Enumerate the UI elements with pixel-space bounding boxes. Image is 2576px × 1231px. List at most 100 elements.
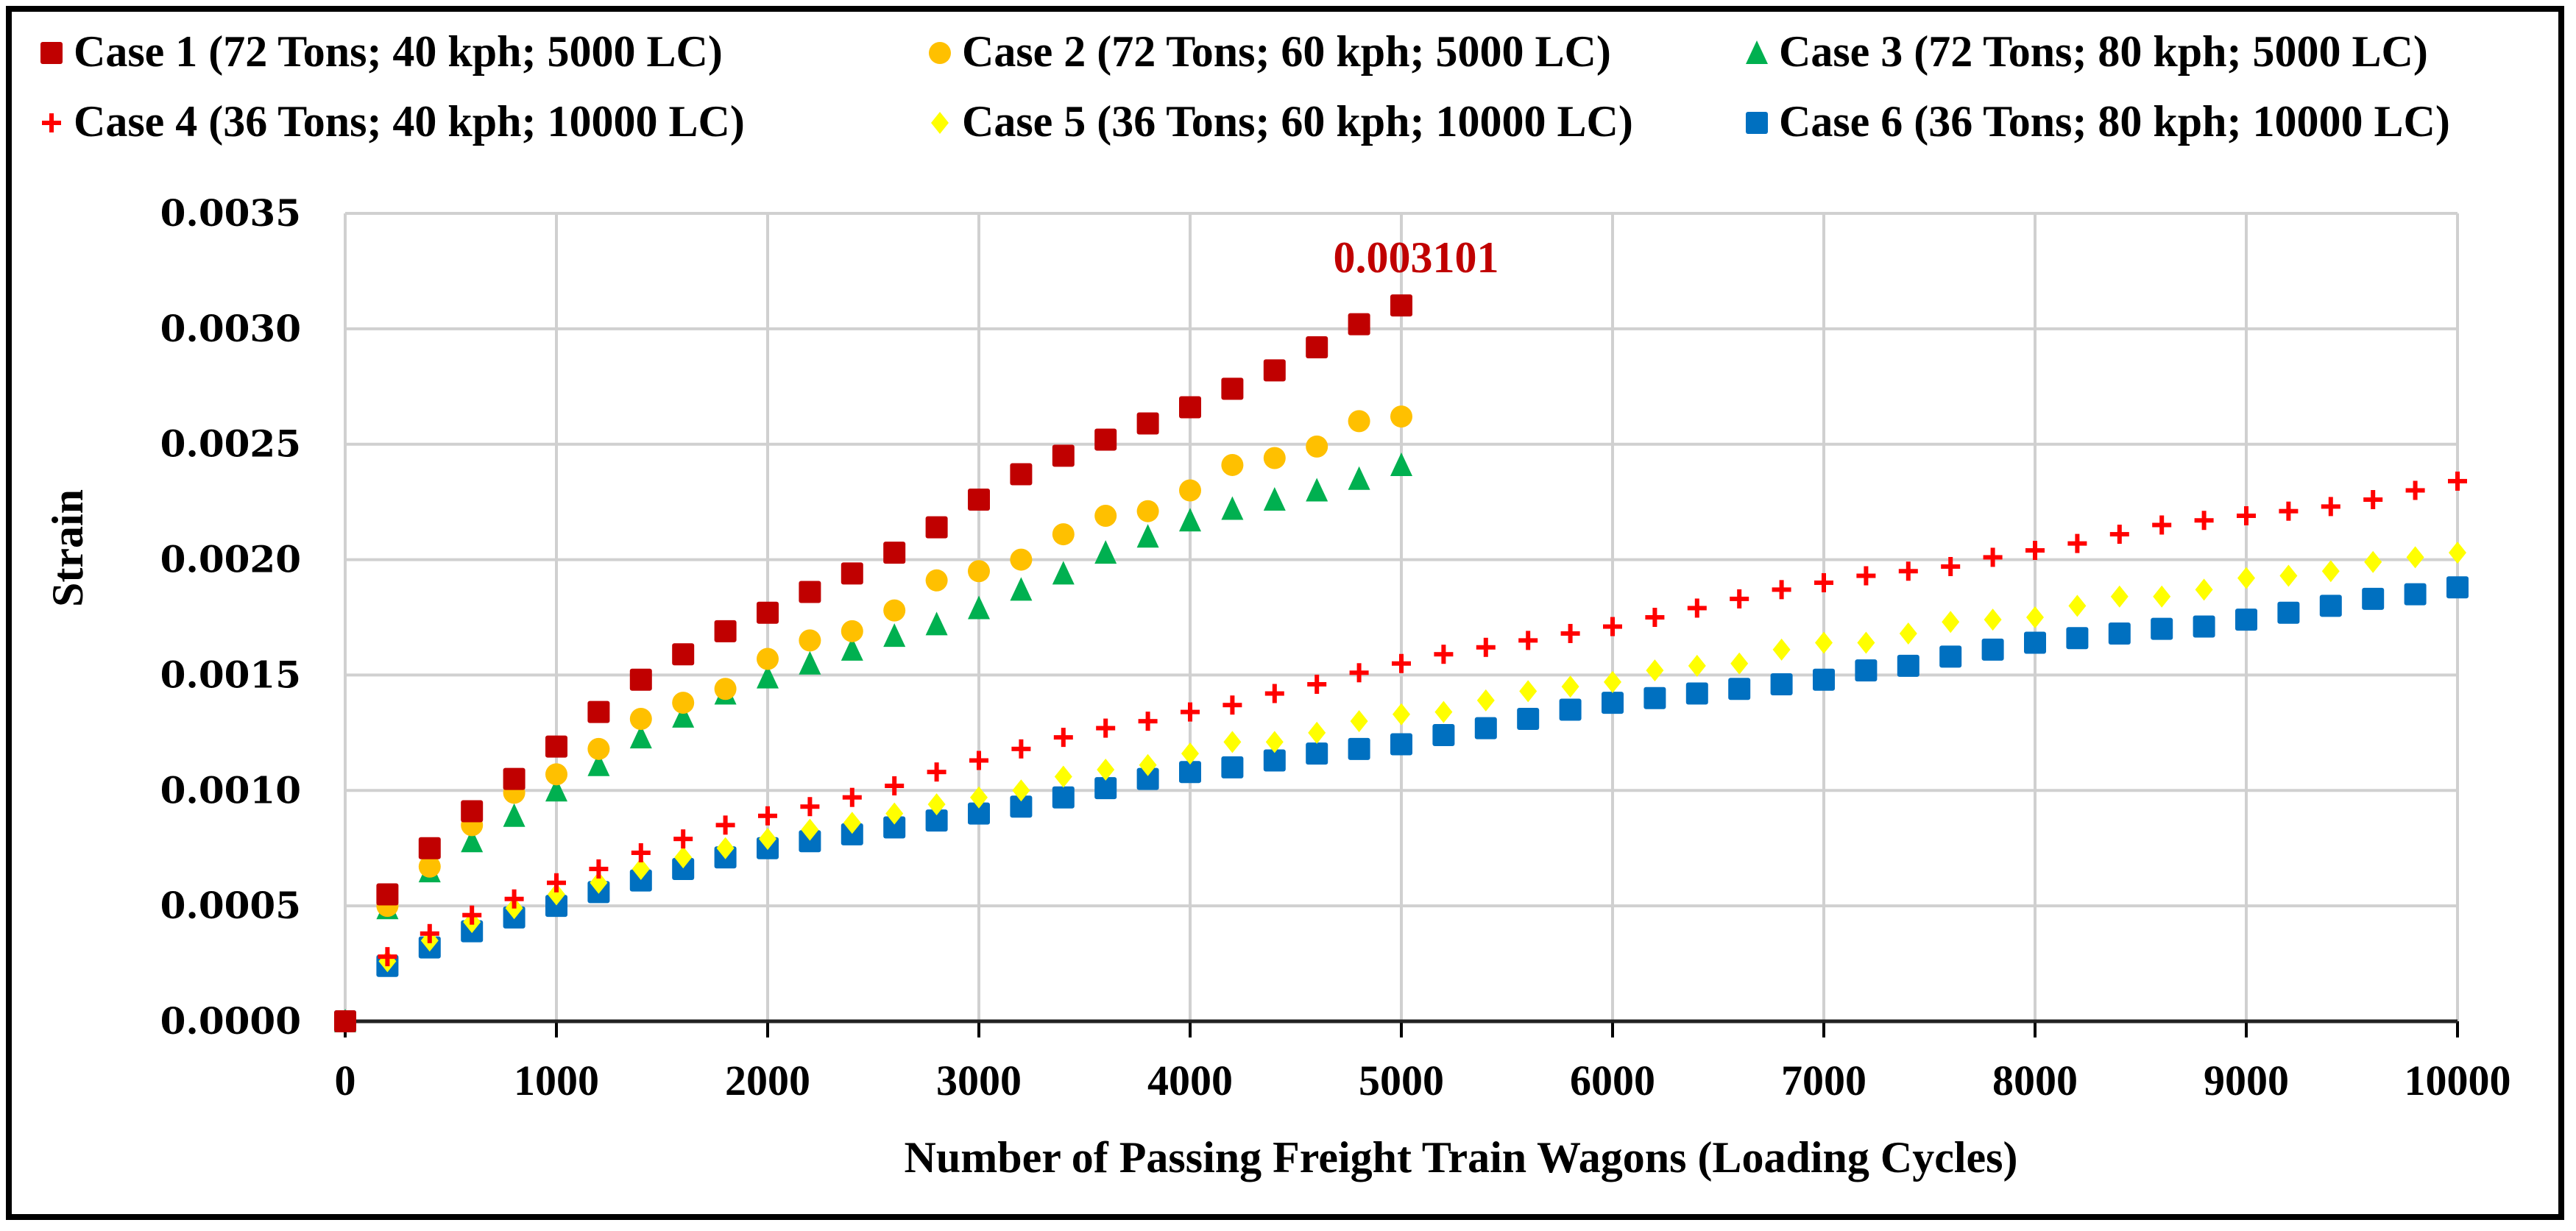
data-point (1221, 453, 1244, 476)
data-label-annotation: 0.003101 (1334, 233, 1499, 282)
data-point (1179, 479, 1201, 502)
data-point (2279, 564, 2298, 587)
data-point (1306, 742, 1328, 765)
legend-item-case-1: Case 1 (72 Tons; 40 kph; 5000 LC) (40, 27, 723, 76)
data-point (1094, 428, 1117, 451)
data-point (1814, 572, 1833, 592)
data-point (799, 830, 821, 853)
x-tick-label: 10000 (2405, 1057, 2511, 1104)
legend-item-case-6: Case 6 (36 Tons; 80 kph; 10000 LC) (1746, 97, 2450, 146)
data-point (1474, 717, 1497, 739)
data-point (590, 871, 608, 894)
data-point (672, 643, 695, 666)
data-point (968, 802, 990, 825)
data-point (1053, 728, 1073, 748)
data-point (462, 905, 482, 925)
x-tick-label: 6000 (1570, 1057, 1655, 1104)
data-point (2404, 583, 2427, 606)
legend-item-case-5: Case 5 (36 Tons; 60 kph; 10000 LC) (931, 97, 1633, 146)
data-point (2406, 546, 2424, 569)
data-point (587, 737, 610, 760)
data-point (1559, 698, 1582, 721)
y-tick-label: 0.0005 (160, 884, 301, 927)
data-point (1221, 496, 1244, 520)
x-tick-label: 2000 (725, 1057, 810, 1104)
data-point (1646, 659, 1664, 682)
data-point (376, 883, 399, 906)
legend-label: Case 2 (72 Tons; 60 kph; 5000 LC) (962, 27, 1611, 76)
data-point (1981, 638, 2004, 661)
data-point (1308, 721, 1326, 744)
data-point (927, 762, 946, 782)
data-point (883, 623, 906, 648)
legend-marker-icon (42, 113, 61, 132)
data-point (2026, 606, 2044, 628)
data-point (2066, 627, 2089, 650)
y-tick-label: 0.0010 (160, 768, 301, 812)
data-point (2235, 609, 2257, 631)
data-point (1476, 637, 1496, 657)
data-point (547, 873, 566, 893)
data-point (1179, 508, 1201, 532)
y-tick-label: 0.0030 (160, 307, 301, 350)
data-point (925, 516, 948, 539)
data-points (334, 294, 2469, 1032)
legend-label: Case 4 (36 Tons; 40 kph; 10000 LC) (74, 97, 745, 146)
data-point (1645, 608, 1665, 627)
data-point (1772, 580, 1791, 600)
legend-marker-icon (40, 42, 63, 64)
data-point (1181, 742, 1199, 765)
data-point (1602, 692, 1624, 714)
data-point (2152, 515, 2172, 535)
x-tick-label: 8000 (1992, 1057, 2078, 1104)
data-point (1136, 767, 1159, 790)
data-point (801, 818, 819, 841)
data-point (1179, 761, 1201, 784)
data-point (2446, 576, 2469, 599)
data-point (1855, 659, 1878, 682)
data-point (1010, 577, 1033, 601)
data-point (1390, 294, 1412, 317)
data-point (1307, 674, 1327, 694)
legend-item-case-4: Case 4 (36 Tons; 40 kph; 10000 LC) (42, 97, 745, 146)
data-point (548, 883, 565, 906)
data-point (1560, 623, 1580, 643)
legend-label: Case 3 (72 Tons; 80 kph; 5000 LC) (1779, 27, 2428, 76)
data-point (1222, 695, 1242, 715)
data-point (843, 812, 861, 834)
data-point (1012, 779, 1030, 802)
data-point (2067, 533, 2087, 553)
data-point (925, 809, 948, 832)
y-tick-labels: 0.0000 0.0005 0.0010 0.0015 0.0020 0.0025 0.00… (160, 191, 301, 1043)
data-point (1604, 670, 1621, 693)
data-point (673, 829, 693, 849)
data-point (545, 735, 567, 758)
data-point (334, 1010, 356, 1032)
data-point (1010, 548, 1033, 571)
data-point (1181, 702, 1200, 722)
data-point (714, 620, 737, 642)
data-point (716, 837, 735, 859)
data-point (925, 569, 948, 592)
x-tick-label: 7000 (1781, 1057, 1866, 1104)
data-point (1390, 733, 1412, 756)
legend-item-case-2: Case 2 (72 Tons; 60 kph; 5000 LC) (929, 27, 1611, 76)
data-point (1136, 500, 1159, 522)
y-tick-label: 0.0020 (160, 538, 301, 581)
data-point (1306, 336, 1328, 358)
data-point (1730, 589, 1749, 609)
legend-label: Case 5 (36 Tons; 60 kph; 10000 LC) (962, 97, 1633, 146)
data-point (970, 786, 988, 809)
data-point (1264, 684, 1284, 703)
series-case-1 (334, 294, 1412, 1032)
data-point (629, 708, 652, 731)
data-point (1685, 682, 1708, 705)
data-point (1939, 645, 1962, 668)
data-point (925, 611, 948, 636)
data-point (503, 767, 526, 790)
data-point (2449, 542, 2466, 564)
data-point (800, 797, 820, 817)
data-point (757, 601, 779, 624)
data-point (1983, 547, 2003, 567)
data-point (2193, 615, 2215, 638)
